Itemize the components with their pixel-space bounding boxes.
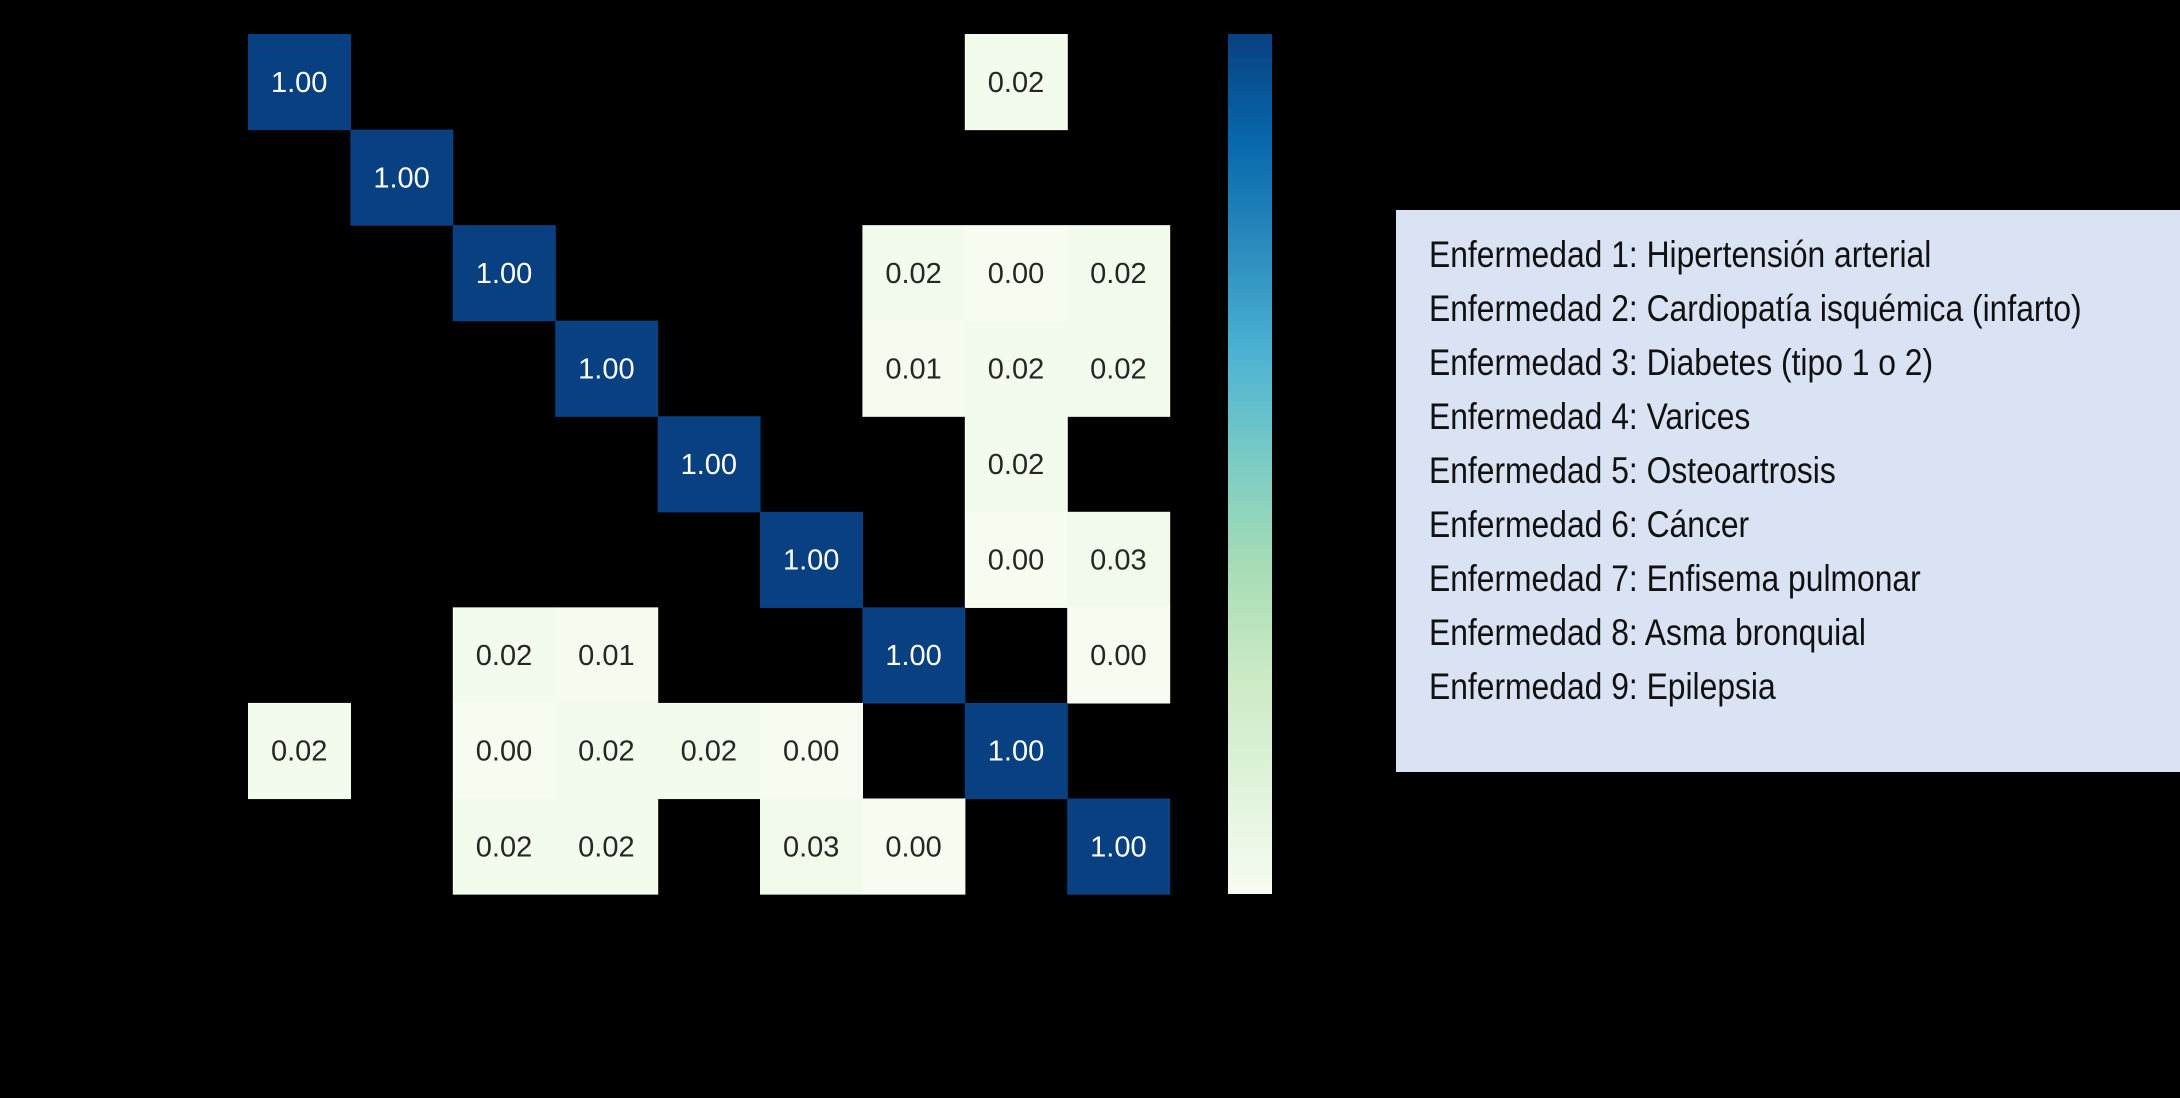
heatmap-cell-r8-c3 (452, 702, 556, 800)
cell-label-r8-c3: 0.00 (476, 736, 532, 768)
cell-label-r4-c4: 1.00 (578, 353, 634, 385)
heatmap-cell-r8-c6 (760, 702, 863, 800)
heatmap-cell-r4-c7 (862, 320, 966, 417)
heatmap-cell-r7-c7 (862, 607, 966, 704)
cell-label-r4-c9: 0.02 (1090, 353, 1146, 385)
legend-item-9: Enfermedad 9: Epilepsia (1429, 666, 1776, 707)
heatmap-cell-r7-c9 (1067, 607, 1171, 704)
cell-label-r5-c8: 0.02 (988, 449, 1044, 481)
heatmap-cell-r6-c9 (1067, 511, 1171, 608)
cell-label-r8-c6: 0.00 (783, 736, 839, 768)
heatmap-cell-r7-c4 (555, 607, 659, 704)
legend-item-5: Enfermedad 5: Osteoartrosis (1429, 450, 1836, 491)
cell-label-r5-c5: 1.00 (681, 449, 737, 481)
cell-label-r9-c4: 0.02 (578, 831, 634, 863)
legend-item-8: Enfermedad 8: Asma bronquial (1429, 612, 1866, 653)
cell-label-r6-c9: 0.03 (1090, 545, 1146, 577)
cell-label-r7-c9: 0.00 (1090, 640, 1146, 672)
heatmap-cell-r1-c1 (248, 34, 351, 131)
heatmap-cell-r9-c6 (760, 798, 863, 895)
cell-label-r1-c8: 0.02 (988, 67, 1044, 99)
legend-item-2: Enfermedad 2: Cardiopatía isquémica (inf… (1429, 288, 2082, 329)
heatmap-cell-r3-c7 (862, 225, 966, 322)
cell-label-r6-c6: 1.00 (783, 545, 839, 577)
cell-label-r7-c4: 0.01 (578, 640, 634, 672)
heatmap-cell-r9-c3 (452, 798, 556, 895)
heatmap-cell-r9-c7 (862, 798, 966, 895)
legend-item-7: Enfermedad 7: Enfisema pulmonar (1429, 558, 1921, 599)
cell-label-r9-c9: 1.00 (1090, 831, 1146, 863)
colorbar (1228, 34, 1272, 894)
cell-label-r9-c3: 0.02 (476, 831, 532, 863)
heatmap-cell-r3-c8 (964, 225, 1068, 322)
legend-item-4: Enfermedad 4: Varices (1429, 396, 1751, 437)
cell-label-r4-c7: 0.01 (885, 353, 941, 385)
colorbar-gradient-bar (1228, 34, 1272, 894)
cell-label-r6-c8: 0.00 (988, 545, 1044, 577)
cell-label-r4-c8: 0.02 (988, 353, 1044, 385)
heatmap-cell-r5-c8 (964, 416, 1068, 513)
heatmap-cell-r7-c3 (452, 607, 556, 704)
cell-label-r9-c6: 0.03 (783, 831, 839, 863)
heatmap-cell-r8-c1 (248, 702, 351, 800)
cell-label-r8-c1: 0.02 (271, 736, 327, 768)
legend-box: Enfermedad 1: Hipertensión arterial Enfer… (1396, 210, 2180, 772)
heatmap-cell-r1-c8 (964, 34, 1068, 131)
cell-label-r8-c5: 0.02 (681, 736, 737, 768)
cell-label-r8-c8: 1.00 (988, 736, 1044, 768)
heatmap-cell-r4-c8 (964, 320, 1068, 417)
cell-label-r3-c8: 0.00 (988, 258, 1044, 290)
heatmap-cell-r4-c4 (555, 320, 659, 417)
heatmap-cell-r8-c4 (555, 702, 659, 800)
heatmap-cell-r3-c3 (452, 225, 556, 322)
cell-label-r3-c7: 0.02 (885, 258, 941, 290)
cell-label-r3-c9: 0.02 (1090, 258, 1146, 290)
heatmap-cell-r5-c5 (657, 416, 761, 513)
legend-item-6: Enfermedad 6: Cáncer (1429, 504, 1750, 545)
legend-item-3: Enfermedad 3: Diabetes (tipo 1 o 2) (1429, 342, 1934, 383)
cell-label-r7-c7: 1.00 (885, 640, 941, 672)
heatmap-cells: 1.00 0.02 1.00 1.00 0.02 0.00 0.02 1.00 0.01 0.02… (248, 34, 1171, 895)
heatmap-cell-r9-c4 (555, 798, 659, 895)
heatmap-cell-r6-c8 (964, 511, 1068, 608)
heatmap-cell-r8-c5 (657, 702, 761, 800)
legend-item-1: Enfermedad 1: Hipertensión arterial (1429, 234, 1932, 275)
cell-label-r7-c3: 0.02 (476, 640, 532, 672)
heatmap-cell-r8-c8 (964, 702, 1068, 800)
cell-label-r2-c2: 1.00 (373, 162, 429, 194)
heatmap-cell-r4-c9 (1067, 320, 1171, 417)
heatmap-cell-r3-c9 (1067, 225, 1171, 322)
cell-label-r3-c3: 1.00 (476, 258, 532, 290)
heatmap-cell-r9-c9 (1067, 798, 1171, 895)
cell-label-r9-c7: 0.00 (885, 831, 941, 863)
cell-label-r1-c1: 1.00 (271, 67, 327, 99)
cell-label-r8-c4: 0.02 (578, 736, 634, 768)
heatmap-cell-r2-c2 (350, 129, 454, 226)
heatmap-cell-r6-c6 (760, 511, 863, 608)
